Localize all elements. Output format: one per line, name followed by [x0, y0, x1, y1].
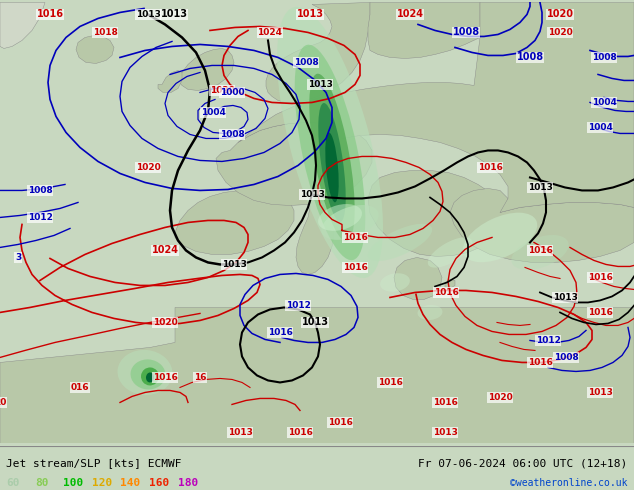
Text: 1008: 1008: [517, 52, 543, 62]
Text: 1020: 1020: [153, 318, 178, 327]
Text: 1013: 1013: [432, 428, 458, 437]
Polygon shape: [158, 71, 182, 93]
Text: 20: 20: [0, 398, 6, 407]
Text: 1013: 1013: [297, 9, 323, 20]
Polygon shape: [76, 35, 114, 63]
Text: 140: 140: [120, 478, 141, 489]
Text: 16: 16: [194, 373, 206, 382]
Polygon shape: [368, 2, 480, 58]
Ellipse shape: [141, 368, 159, 386]
Text: 1016: 1016: [378, 378, 403, 387]
Text: 1013: 1013: [527, 183, 552, 192]
Text: 1016: 1016: [328, 418, 353, 427]
Text: 1008: 1008: [453, 27, 479, 37]
Ellipse shape: [428, 237, 472, 268]
Text: 1012: 1012: [285, 301, 311, 310]
Text: 1016: 1016: [342, 263, 368, 272]
Text: 100: 100: [63, 478, 84, 489]
Text: 1013: 1013: [228, 428, 252, 437]
Polygon shape: [238, 2, 634, 213]
Text: 1013: 1013: [299, 190, 325, 199]
Text: 1008: 1008: [592, 53, 616, 62]
Ellipse shape: [368, 224, 432, 261]
Text: 1013: 1013: [221, 260, 247, 269]
Text: 3: 3: [15, 253, 21, 262]
Text: 1020: 1020: [548, 28, 573, 37]
Text: 1016: 1016: [588, 308, 612, 317]
Polygon shape: [178, 49, 234, 91]
Text: 1008: 1008: [219, 130, 244, 139]
Text: 1016: 1016: [527, 358, 552, 367]
Text: 1013: 1013: [588, 388, 612, 397]
Polygon shape: [394, 257, 442, 299]
Ellipse shape: [277, 7, 383, 278]
Text: 1018: 1018: [93, 28, 117, 37]
Text: Jet stream/SLP [kts] ECMWF: Jet stream/SLP [kts] ECMWF: [6, 458, 182, 468]
Text: 1004: 1004: [200, 108, 226, 117]
Text: 1013: 1013: [160, 9, 188, 20]
Text: 1016: 1016: [153, 373, 178, 382]
Text: 180: 180: [178, 478, 198, 489]
Text: 120: 120: [92, 478, 112, 489]
Text: 1016: 1016: [268, 328, 292, 337]
Text: 1020: 1020: [136, 163, 160, 172]
Ellipse shape: [318, 204, 362, 231]
Text: 1004: 1004: [588, 123, 612, 132]
Ellipse shape: [512, 235, 569, 270]
Text: 1016: 1016: [432, 398, 458, 407]
Text: Fr 07-06-2024 06:00 UTC (12+18): Fr 07-06-2024 06:00 UTC (12+18): [418, 458, 628, 468]
Text: 1020: 1020: [488, 393, 512, 402]
Text: 1016: 1016: [288, 428, 313, 437]
Text: 1013: 1013: [136, 10, 160, 19]
Text: 1012: 1012: [536, 336, 560, 345]
Text: 1008: 1008: [28, 186, 53, 195]
Polygon shape: [266, 2, 370, 102]
Text: 016: 016: [70, 383, 89, 392]
Ellipse shape: [418, 305, 443, 320]
Ellipse shape: [380, 273, 410, 292]
Text: 1008: 1008: [294, 58, 318, 67]
Polygon shape: [445, 279, 455, 289]
Ellipse shape: [295, 45, 365, 260]
Ellipse shape: [318, 103, 346, 222]
Text: 1004: 1004: [592, 98, 616, 107]
Polygon shape: [216, 122, 372, 205]
Ellipse shape: [463, 213, 537, 262]
Ellipse shape: [325, 133, 339, 202]
Text: 1016: 1016: [342, 233, 368, 242]
Text: 60: 60: [6, 478, 20, 489]
Text: 1013: 1013: [302, 318, 328, 327]
Ellipse shape: [117, 350, 172, 395]
Text: 1013: 1013: [307, 80, 332, 89]
Polygon shape: [296, 197, 334, 274]
Polygon shape: [0, 307, 634, 443]
Polygon shape: [368, 171, 502, 256]
Ellipse shape: [321, 205, 378, 240]
Polygon shape: [450, 189, 634, 263]
Text: ©weatheronline.co.uk: ©weatheronline.co.uk: [510, 478, 628, 489]
Text: 1000: 1000: [220, 88, 244, 97]
Text: 80: 80: [35, 478, 48, 489]
Text: 1016: 1016: [477, 163, 502, 172]
Polygon shape: [0, 2, 45, 49]
Text: 1016: 1016: [37, 9, 63, 20]
Ellipse shape: [131, 360, 165, 390]
Text: 1016: 1016: [434, 288, 458, 297]
Text: 1020: 1020: [210, 86, 235, 95]
Text: 1024: 1024: [257, 28, 283, 37]
Text: 1020: 1020: [547, 9, 574, 20]
Text: 1012: 1012: [27, 213, 53, 222]
Text: 160: 160: [149, 478, 169, 489]
Text: 1008: 1008: [553, 353, 578, 362]
Polygon shape: [175, 191, 294, 254]
Text: 1016: 1016: [527, 246, 552, 255]
Text: 1024: 1024: [396, 9, 424, 20]
Text: 1016: 1016: [588, 273, 612, 282]
Text: 1013: 1013: [553, 293, 578, 302]
Text: 1024: 1024: [152, 245, 179, 255]
Ellipse shape: [146, 372, 154, 382]
Ellipse shape: [309, 74, 354, 241]
